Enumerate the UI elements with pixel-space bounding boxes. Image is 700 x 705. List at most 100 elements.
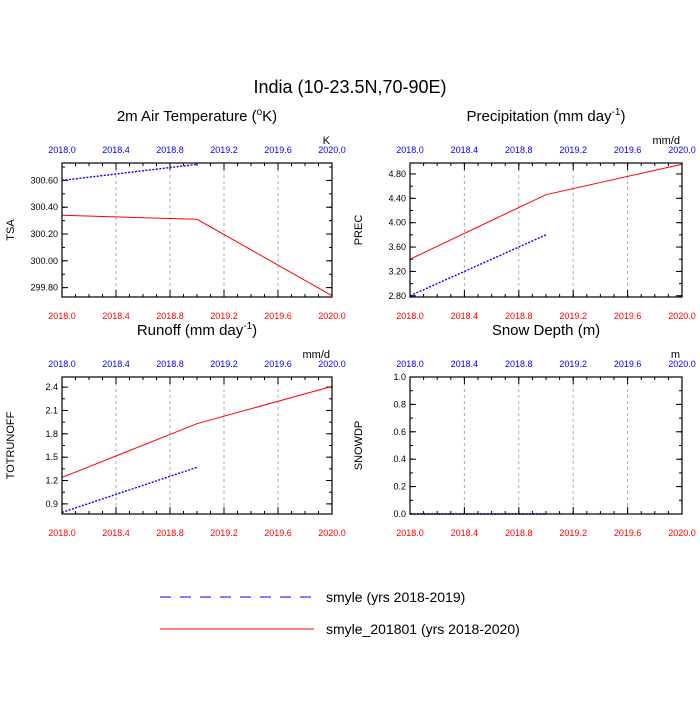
x-tick-label-top: 2020.0	[318, 145, 346, 155]
x-tick-label-bottom: 2018.4	[451, 311, 479, 321]
legend-label: smyle (yrs 2018-2019)	[326, 589, 465, 605]
x-tick-label-top: 2018.0	[396, 359, 424, 369]
units-label: mm/d	[303, 349, 331, 361]
y-tick-label: 0.6	[393, 427, 406, 437]
panel-title-text: Runoff (mm day	[137, 322, 244, 339]
panel-title: Snow Depth (m)	[492, 322, 600, 339]
x-tick-label-top: 2019.2	[559, 145, 587, 155]
x-tick-label-top: 2020.0	[668, 359, 696, 369]
x-tick-label-top: 2020.0	[318, 359, 346, 369]
panel-title-suffix: K)	[262, 108, 277, 125]
panel-title-suffix: )	[252, 322, 257, 339]
x-tick-label-top: 2019.6	[614, 359, 642, 369]
panel-title-text: Snow Depth (m)	[492, 322, 600, 339]
units-label: K	[323, 135, 331, 147]
plot-frame	[409, 162, 683, 298]
y-axis-label: PREC	[353, 215, 365, 246]
series-line-2	[61, 214, 333, 297]
x-tick-label-bottom: 2018.0	[396, 528, 424, 538]
y-axis-label: TSA	[5, 219, 17, 241]
plot-frame	[409, 376, 683, 515]
x-tick-label-top: 2018.4	[451, 145, 479, 155]
x-tick-label-top: 2018.8	[156, 145, 184, 155]
legend-label: smyle_201801 (yrs 2018-2020)	[326, 621, 520, 637]
y-tick-label: 300.40	[30, 202, 58, 212]
y-tick-label: 3.20	[388, 266, 406, 276]
panel-title-text: Precipitation (mm day	[467, 108, 613, 125]
plot-frame	[61, 162, 333, 298]
x-tick-label-bottom: 2019.6	[614, 528, 642, 538]
x-tick-label-bottom: 2020.0	[668, 528, 696, 538]
x-tick-label-bottom: 2018.8	[505, 528, 533, 538]
y-tick-label: 2.80	[388, 291, 406, 301]
x-tick-label-bottom: 2019.2	[559, 528, 587, 538]
y-tick-label: 3.60	[388, 242, 406, 252]
plot-frame	[61, 376, 333, 515]
panel-title-text: 2m Air Temperature (	[117, 108, 257, 125]
panel-title-suffix: )	[620, 108, 625, 125]
x-tick-label-top: 2020.0	[668, 145, 696, 155]
x-tick-label-top: 2019.2	[210, 145, 238, 155]
x-tick-label-top: 2018.4	[451, 359, 479, 369]
series-line-2	[409, 163, 683, 260]
y-tick-label: 4.00	[388, 218, 406, 228]
chart-panel-3: Runoff (mm day-1) mm/d 2018.0 2018.0 2018.4 2…	[5, 321, 346, 538]
y-tick-label: 299.80	[30, 283, 58, 293]
x-tick-label-top: 2018.0	[48, 145, 76, 155]
x-tick-label-top: 2018.4	[102, 359, 130, 369]
y-tick-label: 0.9	[45, 499, 58, 509]
panel-title: Runoff (mm day-1)	[137, 321, 257, 339]
x-tick-label-top: 2018.8	[156, 359, 184, 369]
y-tick-label: 300.00	[30, 256, 58, 266]
figure-title: India (10-23.5N,70-90E)	[253, 77, 446, 97]
x-tick-label-top: 2019.6	[264, 359, 292, 369]
x-tick-label-bottom: 2019.2	[559, 311, 587, 321]
x-tick-label-bottom: 2019.6	[614, 311, 642, 321]
x-tick-label-bottom: 2018.8	[156, 311, 184, 321]
x-tick-label-bottom: 2018.4	[451, 528, 479, 538]
panel-title-superscript: o	[257, 107, 263, 118]
x-tick-label-bottom: 2019.6	[264, 528, 292, 538]
x-tick-label-top: 2019.2	[210, 359, 238, 369]
y-tick-label: 300.20	[30, 229, 58, 239]
panel-title-superscript: -1	[243, 321, 252, 332]
series-line-1	[61, 466, 198, 514]
x-tick-label-bottom: 2019.2	[210, 311, 238, 321]
x-tick-label-top: 2018.0	[396, 145, 424, 155]
x-tick-label-bottom: 2018.4	[102, 528, 130, 538]
x-tick-label-bottom: 2019.6	[264, 311, 292, 321]
x-tick-label-bottom: 2018.8	[156, 528, 184, 538]
y-tick-label: 1.8	[45, 429, 58, 439]
legend: smyle (yrs 2018-2019) smyle_201801 (yrs 2…	[160, 589, 520, 637]
y-tick-label: 2.1	[45, 405, 58, 415]
x-tick-label-bottom: 2020.0	[318, 528, 346, 538]
chart-panel-1: 2m Air Temperature (oK) K 2018.0 2018.0 2018…	[5, 107, 346, 321]
x-tick-label-top: 2018.4	[102, 145, 130, 155]
chart-panels: 2m Air Temperature (oK) K 2018.0 2018.0 2018…	[5, 107, 696, 538]
y-tick-label: 1.2	[45, 476, 58, 486]
x-tick-label-bottom: 2018.4	[102, 311, 130, 321]
x-tick-label-bottom: 2018.0	[48, 311, 76, 321]
units-label: m	[671, 349, 680, 361]
legend-item: smyle_201801 (yrs 2018-2020)	[160, 621, 520, 637]
y-tick-label: 1.0	[393, 372, 406, 382]
series-line-1	[409, 234, 547, 297]
x-tick-label-bottom: 2020.0	[668, 311, 696, 321]
x-tick-label-bottom: 2018.0	[396, 311, 424, 321]
y-axis-label: SNOWDP	[353, 421, 365, 471]
x-tick-label-top: 2018.8	[505, 359, 533, 369]
chart-panel-4: Snow Depth (m) m 2018.0 2018.0 2018.4 2018.4 2…	[353, 322, 696, 538]
series-line-1	[61, 163, 198, 182]
y-tick-label: 0.2	[393, 482, 406, 492]
y-tick-label: 1.5	[45, 452, 58, 462]
x-tick-label-top: 2019.6	[614, 145, 642, 155]
units-label: mm/d	[653, 135, 681, 147]
y-axis-label: TOTRUNOFF	[5, 411, 17, 479]
x-tick-label-bottom: 2018.0	[48, 528, 76, 538]
y-tick-label: 300.60	[30, 175, 58, 185]
x-tick-label-top: 2018.0	[48, 359, 76, 369]
y-tick-label: 2.4	[45, 382, 58, 392]
x-tick-label-top: 2019.6	[264, 145, 292, 155]
